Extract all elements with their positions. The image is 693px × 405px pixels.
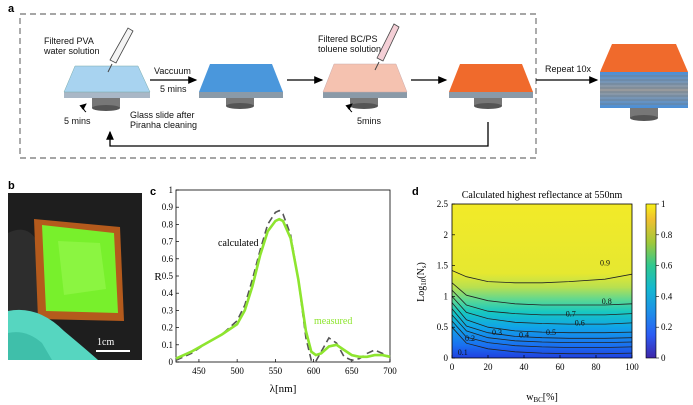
colorbar-tick-label: 0.8: [661, 230, 673, 240]
contour-label: 0.2: [465, 334, 475, 343]
colorbar: [645, 203, 657, 359]
ytick-label: 0: [169, 357, 174, 367]
xtick-label: 500: [230, 366, 244, 376]
text-spin-right: 5mins: [357, 116, 382, 126]
contour-label: 0.6: [575, 318, 585, 327]
xtick-label: 700: [383, 366, 397, 376]
panel-d-label: d: [412, 186, 419, 198]
pipette-2: [374, 23, 400, 71]
d-xtick-label: 60: [556, 362, 566, 372]
spin-arrow-right: [345, 103, 353, 113]
ytick-label: 0.9: [162, 202, 174, 212]
ytick-label: 0.3: [162, 305, 174, 315]
colorbar-tick-label: 0.4: [661, 291, 673, 301]
text-glass-slide: Glass slide after Piranha cleaning: [130, 110, 198, 130]
contour-label: 0.3: [492, 328, 502, 337]
d-ytick-label: 0.5: [437, 322, 449, 332]
contour-label: 0.7: [566, 310, 576, 319]
contour-label: 0.1: [458, 348, 468, 357]
contour-label: 0.4: [519, 331, 529, 340]
chart-d-xlabel: wBC[%]: [526, 392, 558, 404]
ytick-label: 0.7: [162, 237, 174, 247]
contour-line: [451, 289, 633, 316]
contour-line: [451, 282, 633, 306]
panel-c-label: c: [150, 186, 157, 198]
reflectance-chart: 450 500 550 600 650 700 0 0.1 0.2 0.3 0.4 0.5 0.6 0.7…: [154, 186, 397, 395]
contour-line: [451, 314, 633, 344]
text-vaccuum: Vaccuum: [154, 66, 191, 76]
d-ytick-label: 1.5: [437, 261, 449, 271]
d-ytick-label: 1: [444, 291, 449, 301]
heatmap-chart: Calculated highest reflectance at 550nm …: [416, 190, 673, 404]
xtick-label: 600: [307, 366, 321, 376]
xtick-label: 550: [269, 366, 283, 376]
chart-c-plot-area: [175, 189, 391, 363]
d-ytick-label: 0: [444, 353, 449, 363]
sample-photo: [8, 193, 142, 360]
text-repeat: Repeat 10x: [545, 64, 592, 74]
xtick-label: 450: [192, 366, 206, 376]
pipette-1: [107, 27, 134, 73]
ytick-label: 0.1: [162, 340, 173, 350]
panel-b-label: b: [8, 180, 15, 192]
text-spin-left: 5 mins: [64, 116, 91, 126]
colorbar-tick-label: 0.2: [661, 322, 672, 332]
ytick-label: 0.5: [162, 271, 174, 281]
ytick-label: 1: [169, 186, 174, 195]
contour-label: 0.9: [600, 259, 610, 268]
ytick-label: 0.8: [162, 219, 174, 229]
contour-line: [451, 270, 633, 284]
ytick-label: 0.4: [162, 288, 174, 298]
d-ytick-label: 2.5: [437, 199, 449, 209]
colorbar-tick-label: 0.6: [661, 261, 673, 271]
scale-label: 1cm: [97, 337, 115, 348]
text-5mins-vacuum: 5 mins: [160, 84, 187, 94]
contour-line: [451, 302, 633, 334]
return-loop-arrow: [106, 122, 489, 147]
step1-slide: [63, 65, 151, 111]
xtick-label: 650: [345, 366, 359, 376]
panel-a-diagram: [19, 13, 688, 159]
contour-line: [451, 326, 633, 355]
d-xtick-label: 20: [484, 362, 494, 372]
contour-label: 0.5: [546, 328, 556, 337]
step3-slide: [322, 63, 408, 109]
contour-line: [451, 308, 633, 339]
text-filtered-bcps: Filtered BC/PS toluene solution: [318, 34, 382, 54]
final-stack: [600, 44, 688, 121]
d-xtick-label: 40: [520, 362, 530, 372]
chart-d-title: Calculated highest reflectance at 550nm: [462, 190, 623, 201]
series-measured: [175, 217, 391, 360]
ytick-label: 0.6: [162, 254, 174, 264]
chart-d-ylabel: Log10(Ns): [416, 262, 428, 302]
contour-line: [451, 320, 633, 348]
colorbar-tick-label: 1: [661, 199, 666, 209]
d-ytick-label: 2: [444, 230, 449, 240]
d-xtick-label: 0: [450, 362, 455, 372]
spin-arrow-left: [79, 103, 87, 113]
step4-slide: [449, 64, 533, 109]
text-filtered-pva: Filtered PVA water solution: [44, 36, 100, 56]
ytick-label: 0.2: [162, 323, 173, 333]
d-xtick-label: 80: [592, 362, 602, 372]
contour-label: 0.8: [602, 297, 612, 306]
annotation-calculated: calculated: [218, 238, 259, 249]
d-xtick-label: 100: [625, 362, 639, 372]
annotation-measured: measured: [314, 316, 352, 327]
contour-line: [451, 296, 633, 325]
colorbar-tick-label: 0: [661, 353, 666, 363]
panel-a-label: a: [8, 3, 15, 15]
chart-c-xlabel: λ[nm]: [270, 383, 297, 395]
step2-slide: [199, 64, 283, 109]
chart-c-ylabel: R: [154, 271, 162, 283]
